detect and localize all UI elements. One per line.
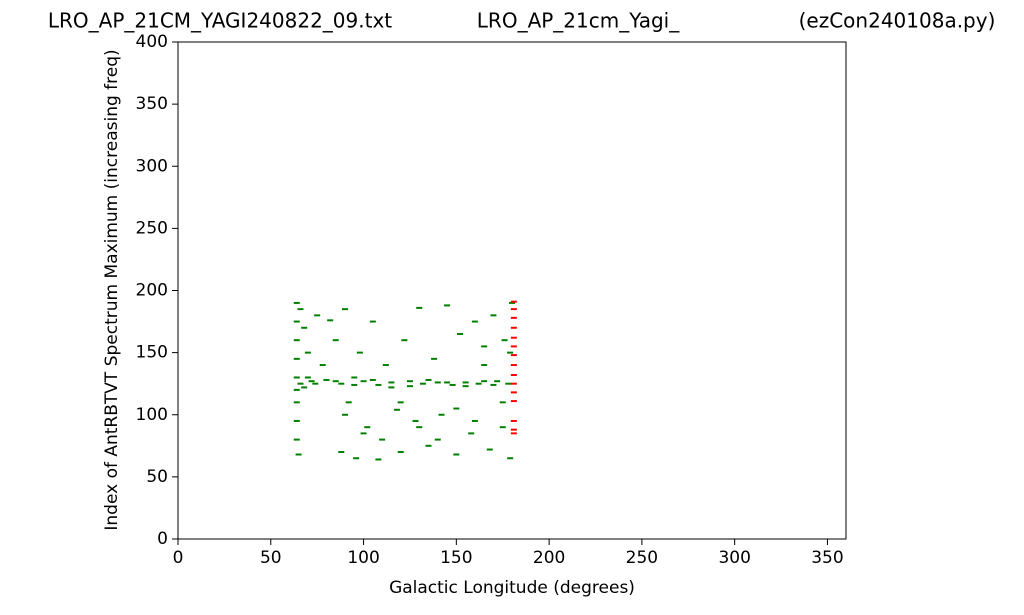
x-tick-label: 200 (533, 548, 565, 568)
chart-title: LRO_AP_21cm_Yagi_ (477, 9, 680, 33)
plot-frame (177, 41, 847, 540)
chart-title-right: (ezCon240108a.py) (799, 9, 996, 33)
y-tick-label: 350 (136, 94, 168, 114)
y-tick-label: 0 (157, 529, 168, 549)
chart-title-left: LRO_AP_21CM_YAGI240822_09.txt (48, 9, 392, 33)
y-tick-label: 200 (136, 281, 168, 301)
x-tick-label: 50 (260, 548, 282, 568)
y-tick-label: 50 (146, 467, 168, 487)
y-axis-label: Index of AntRBTVT Spectrum Maximum (incr… (102, 49, 122, 530)
x-tick-label: 0 (173, 548, 184, 568)
y-tick-label: 300 (136, 156, 168, 176)
x-tick-label: 350 (811, 548, 843, 568)
x-tick-label: 300 (718, 548, 750, 568)
x-tick-label: 250 (626, 548, 658, 568)
x-tick-label: 100 (347, 548, 379, 568)
x-tick-label: 150 (440, 548, 472, 568)
y-tick-label: 150 (136, 343, 168, 363)
x-axis-label: Galactic Longitude (degrees) (389, 578, 635, 598)
y-tick-label: 250 (136, 218, 168, 238)
y-tick-label: 100 (136, 405, 168, 425)
y-tick-label: 400 (136, 32, 168, 52)
